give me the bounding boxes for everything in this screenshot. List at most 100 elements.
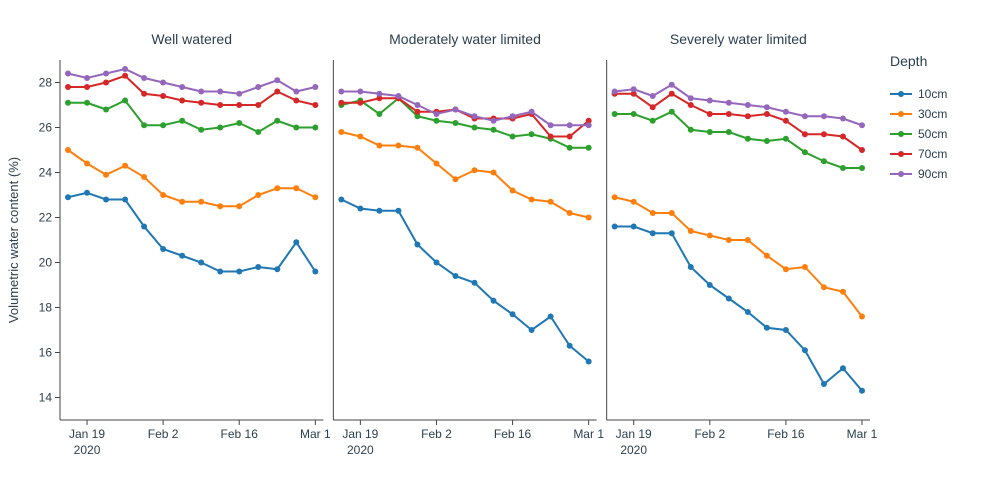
- series-marker: [510, 134, 516, 140]
- series-marker: [312, 84, 318, 90]
- series-marker: [631, 224, 637, 230]
- series-marker: [198, 100, 204, 106]
- series-marker: [376, 111, 382, 117]
- series-marker: [433, 111, 439, 117]
- series-marker: [103, 80, 109, 86]
- series-line: [341, 98, 588, 136]
- legend-swatch-marker: [898, 111, 904, 117]
- series-marker: [217, 102, 223, 108]
- series-marker: [217, 125, 223, 131]
- series-marker: [452, 120, 458, 126]
- series-marker: [707, 111, 713, 117]
- series-marker: [160, 80, 166, 86]
- series-marker: [433, 118, 439, 124]
- series-marker: [669, 82, 675, 88]
- series-marker: [669, 109, 675, 115]
- series-marker: [179, 84, 185, 90]
- legend-item-label: 70cm: [918, 147, 947, 161]
- series-marker: [84, 190, 90, 196]
- series-marker: [472, 280, 478, 286]
- series-marker: [491, 127, 497, 133]
- series-marker: [179, 118, 185, 124]
- series-marker: [103, 107, 109, 113]
- series-marker: [65, 71, 71, 77]
- series-marker: [783, 118, 789, 124]
- x-tick-label: Feb 16: [221, 427, 259, 441]
- series-marker: [567, 343, 573, 349]
- series-marker: [122, 66, 128, 72]
- series-marker: [548, 314, 554, 320]
- x-year-label: 2020: [620, 443, 647, 457]
- series-marker: [338, 100, 344, 106]
- series-marker: [433, 161, 439, 167]
- legend-item-label: 50cm: [918, 127, 947, 141]
- y-axis-title: Volumetric water content (%): [6, 157, 21, 323]
- legend-title: Depth: [890, 53, 927, 69]
- series-marker: [141, 122, 147, 128]
- series-marker: [274, 89, 280, 95]
- series-marker: [312, 125, 318, 131]
- legend-item-label: 10cm: [918, 87, 947, 101]
- legend-item-label: 30cm: [918, 107, 947, 121]
- series-marker: [529, 109, 535, 115]
- series-marker: [548, 134, 554, 140]
- series-marker: [357, 206, 363, 212]
- series-marker: [255, 102, 261, 108]
- series-marker: [567, 134, 573, 140]
- series-marker: [567, 145, 573, 151]
- series-marker: [338, 129, 344, 135]
- series-marker: [357, 89, 363, 95]
- series-marker: [255, 129, 261, 135]
- series-marker: [472, 167, 478, 173]
- series-line: [68, 101, 315, 133]
- series-marker: [160, 93, 166, 99]
- series-marker: [726, 100, 732, 106]
- series-marker: [414, 145, 420, 151]
- series-marker: [707, 129, 713, 135]
- series-marker: [821, 131, 827, 137]
- series-marker: [802, 264, 808, 270]
- series-marker: [548, 122, 554, 128]
- series-marker: [491, 118, 497, 124]
- series-marker: [376, 143, 382, 149]
- series-marker: [84, 75, 90, 81]
- series-marker: [274, 77, 280, 83]
- series-marker: [103, 172, 109, 178]
- series-marker: [802, 149, 808, 155]
- series-marker: [395, 93, 401, 99]
- series-marker: [529, 197, 535, 203]
- series-marker: [802, 131, 808, 137]
- series-marker: [160, 122, 166, 128]
- legend-swatch-marker: [898, 91, 904, 97]
- series-marker: [198, 260, 204, 266]
- series-marker: [122, 163, 128, 169]
- series-marker: [726, 111, 732, 117]
- series-marker: [688, 102, 694, 108]
- series-marker: [65, 84, 71, 90]
- series-marker: [510, 113, 516, 119]
- panel-title: Moderately water limited: [389, 31, 541, 47]
- series-marker: [141, 174, 147, 180]
- series-marker: [255, 264, 261, 270]
- series-marker: [745, 309, 751, 315]
- series-marker: [472, 125, 478, 131]
- x-year-label: 2020: [74, 443, 101, 457]
- x-tick-label: Mar 1: [847, 427, 878, 441]
- series-marker: [376, 208, 382, 214]
- series-marker: [293, 185, 299, 191]
- series-marker: [198, 89, 204, 95]
- series-marker: [840, 289, 846, 295]
- series-marker: [141, 224, 147, 230]
- series-marker: [821, 158, 827, 164]
- series-marker: [650, 210, 656, 216]
- series-marker: [859, 388, 865, 394]
- series-marker: [529, 327, 535, 333]
- series-marker: [783, 327, 789, 333]
- series-marker: [293, 125, 299, 131]
- series-marker: [338, 197, 344, 203]
- series-marker: [141, 91, 147, 97]
- series-marker: [726, 296, 732, 302]
- series-marker: [160, 246, 166, 252]
- y-tick-label: 14: [39, 391, 53, 405]
- series-marker: [122, 98, 128, 104]
